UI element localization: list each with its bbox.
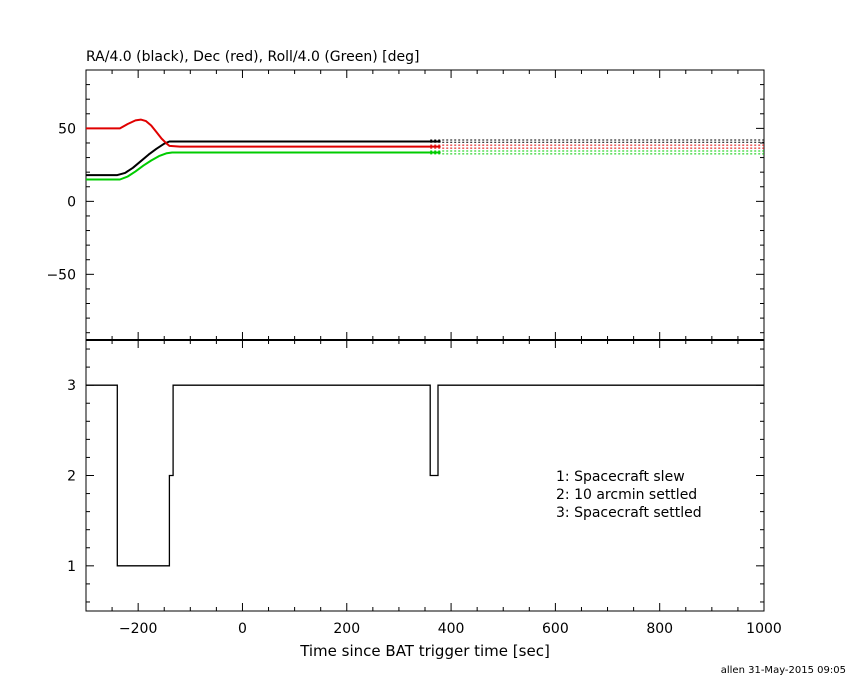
series-line <box>86 151 441 181</box>
x-tick-label: −200 <box>119 621 157 637</box>
top-panel-title: RA/4.0 (black), Dec (red), Roll/4.0 (Gre… <box>86 49 419 65</box>
x-tick-label: 0 <box>238 621 247 637</box>
series-line <box>86 140 441 177</box>
y-tick-label: −50 <box>46 267 76 283</box>
x-tick-label: 600 <box>542 621 569 637</box>
x-tick-label: 800 <box>646 621 673 637</box>
x-tick-label: 400 <box>438 621 465 637</box>
top-panel-series <box>86 118 441 181</box>
y-tick-label: 50 <box>58 121 76 137</box>
top-panel-ticks <box>85 69 765 340</box>
settle-status-panel: 3 2 1 −200 0 200 400 600 800 1000 1: Spacecraft … <box>67 339 782 660</box>
settle-legend: 1: Spacecraft slew 2: 10 arcmin settled 3:… <box>556 469 702 521</box>
bottom-panel-ticks <box>85 340 765 611</box>
legend-entry: 2: 10 arcmin settled <box>556 487 697 503</box>
x-tick-label: 1000 <box>746 621 782 637</box>
top-panel-dotted-extension <box>430 139 764 155</box>
legend-entry: 1: Spacecraft slew <box>556 469 685 485</box>
bottom-panel-y-tick-labels: 3 2 1 <box>67 378 76 575</box>
y-tick-label: 2 <box>67 469 76 485</box>
x-tick-label: 200 <box>333 621 360 637</box>
top-panel-frame <box>85 69 765 341</box>
y-tick-label: 1 <box>67 559 76 575</box>
bottom-panel-series <box>86 384 764 567</box>
series-line <box>86 118 441 148</box>
y-tick-label: 3 <box>67 378 76 394</box>
attitude-panel: RA/4.0 (black), Dec (red), Roll/4.0 (Gre… <box>46 49 765 341</box>
x-axis-label: Time since BAT trigger time [sec] <box>299 642 550 660</box>
footer-stamp: allen 31-May-2015 09:05 <box>721 665 846 676</box>
legend-entry: 3: Spacecraft settled <box>556 505 702 521</box>
x-axis-tick-labels: −200 0 200 400 600 800 1000 <box>119 621 782 637</box>
y-tick-label: 0 <box>67 194 76 210</box>
top-panel-y-tick-labels: 50 0 −50 <box>46 121 76 283</box>
settle-status-line <box>86 384 764 567</box>
